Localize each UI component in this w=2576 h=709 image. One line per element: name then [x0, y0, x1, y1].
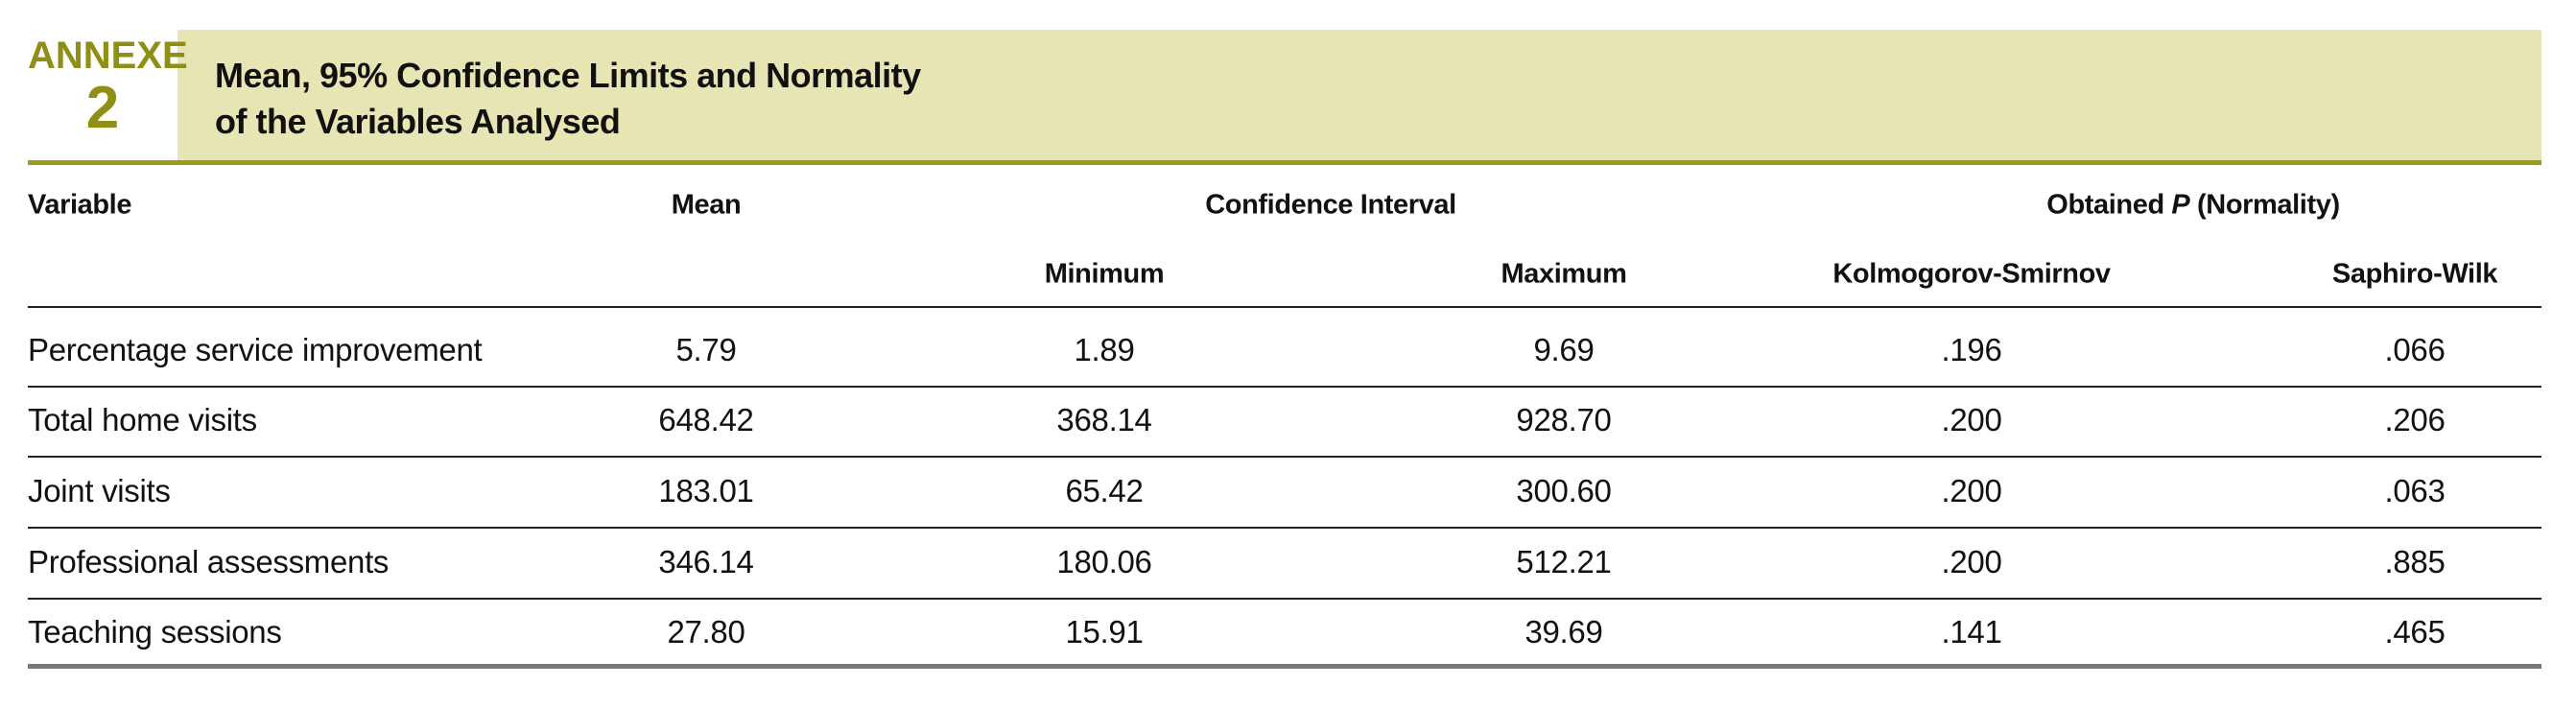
cell-value: .465 — [2384, 614, 2446, 650]
title-line: Mean, 95% Confidence Limits and Normalit… — [215, 56, 921, 95]
cell-value: .200 — [1941, 402, 2002, 437]
cell-value: .141 — [1941, 614, 2002, 650]
cell-value: 180.06 — [1056, 544, 1152, 579]
cell-value: .196 — [1941, 332, 2002, 367]
header-rule — [28, 160, 2541, 165]
row-label: Total home visits — [28, 402, 257, 437]
sub-header: Maximum — [1501, 258, 1627, 290]
row-rule — [28, 597, 2541, 600]
cell-value: 9.69 — [1533, 332, 1595, 367]
row-label: Joint visits — [28, 473, 171, 508]
cell-value: 928.70 — [1516, 402, 1612, 437]
cell-value: .066 — [2384, 332, 2446, 367]
cell-value: 15.91 — [1065, 614, 1144, 650]
header-text: (Normality) — [2189, 189, 2340, 221]
cell-value: 27.80 — [667, 614, 745, 650]
annex-label: ANNEXE — [28, 35, 188, 77]
cell-value: 648.42 — [658, 402, 754, 437]
row-rule — [28, 306, 2541, 308]
cell-value: .063 — [2384, 473, 2446, 508]
cell-value: 512.21 — [1516, 544, 1612, 579]
cell-value: .200 — [1941, 544, 2002, 579]
row-label: Teaching sessions — [28, 614, 282, 650]
cell-value: .885 — [2384, 544, 2446, 579]
row-rule — [28, 456, 2541, 458]
header-text: Obtained — [2046, 189, 2172, 221]
cell-value: 1.89 — [1074, 332, 1135, 367]
cell-value: .200 — [1941, 473, 2002, 508]
cell-value: 5.79 — [675, 332, 737, 367]
column-header: Variable — [28, 189, 132, 221]
column-header: Mean — [671, 189, 742, 221]
annex-number: 2 — [85, 75, 120, 141]
row-rule — [28, 527, 2541, 529]
sub-header: Kolmogorov-Smirnov — [1832, 258, 2111, 290]
cell-value: 183.01 — [658, 473, 754, 508]
title-line: of the Variables Analysed — [215, 102, 621, 141]
sub-header: Saphiro-Wilk — [2331, 258, 2498, 290]
row-label: Percentage service improvement — [28, 332, 483, 367]
bottom-rule — [28, 664, 2541, 669]
column-header: Confidence Interval — [1205, 189, 1456, 221]
header-text: P — [2171, 189, 2190, 221]
cell-value: .206 — [2384, 402, 2446, 437]
row-rule — [28, 385, 2541, 388]
header-band — [177, 30, 2541, 161]
cell-value: 65.42 — [1065, 473, 1144, 508]
cell-value: 39.69 — [1524, 614, 1603, 650]
cell-value: 300.60 — [1516, 473, 1612, 508]
cell-value: 346.14 — [658, 544, 754, 579]
column-header: Obtained P (Normality) — [2046, 189, 2340, 222]
cell-value: 368.14 — [1056, 402, 1152, 437]
row-label: Professional assessments — [28, 544, 390, 579]
sub-header: Minimum — [1044, 258, 1165, 290]
